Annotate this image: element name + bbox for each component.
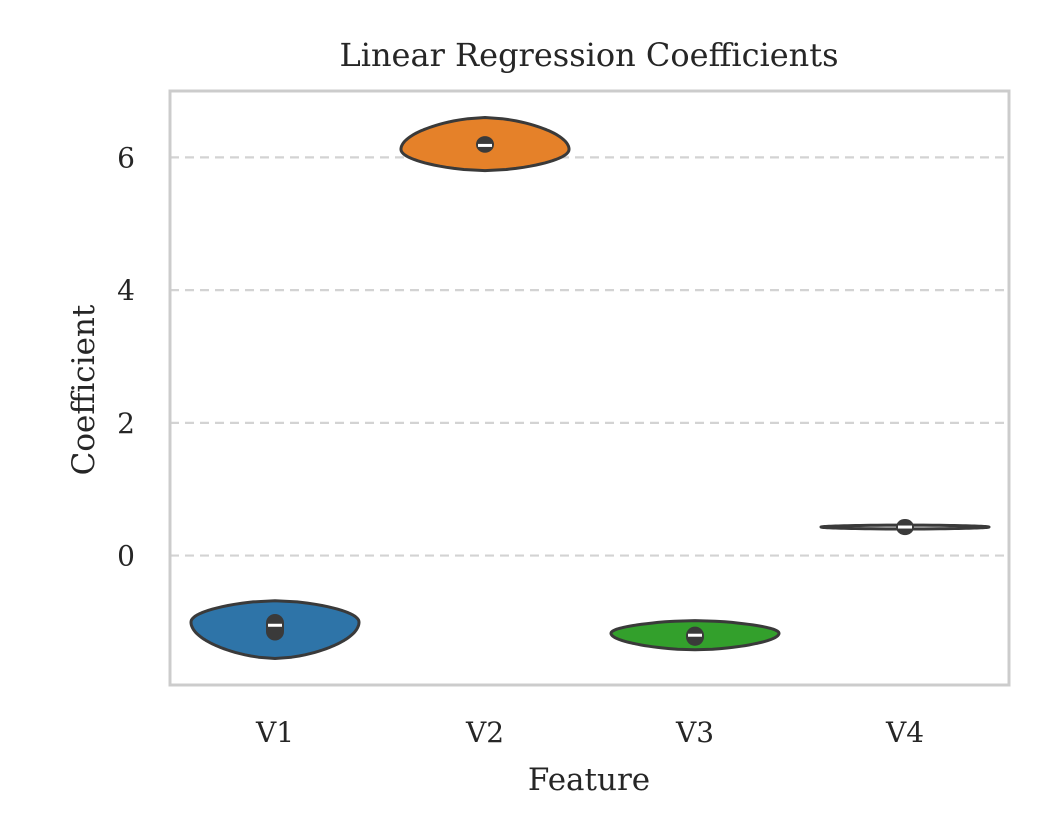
violin-layer: [189, 116, 991, 660]
violin-v4: [819, 518, 991, 536]
chart-title: Linear Regression Coefficients: [339, 36, 838, 74]
x-tick-labels: V1 V2 V3 V4: [255, 716, 924, 749]
y-tick-label: 0: [117, 540, 135, 573]
grid-layer: [170, 156, 1009, 557]
y-tick-labels: 0 2 4 6: [117, 141, 135, 572]
y-tick-label: 4: [117, 274, 135, 307]
y-tick-label: 6: [117, 141, 135, 174]
x-axis-label: Feature: [528, 762, 650, 798]
iqr-box-v1: [266, 613, 284, 641]
plot-frame: [168, 89, 1011, 687]
x-tick-label-v2: V2: [465, 716, 504, 749]
x-tick-label-v3: V3: [675, 716, 714, 749]
y-axis-label: Coefficient: [66, 304, 102, 475]
y-tick-label: 2: [117, 407, 135, 440]
violin-v3: [609, 619, 781, 652]
x-tick-label-v4: V4: [885, 716, 924, 749]
x-tick-label-v1: V1: [255, 716, 294, 749]
violin-v1: [189, 599, 361, 660]
violin-v2: [399, 116, 571, 173]
